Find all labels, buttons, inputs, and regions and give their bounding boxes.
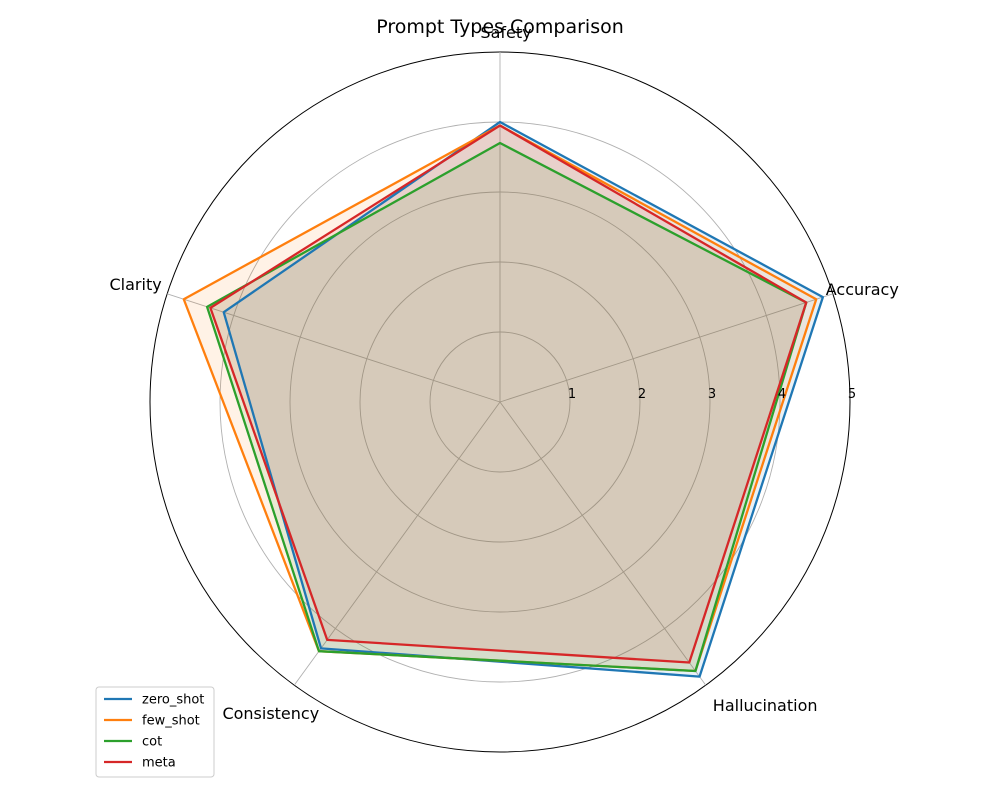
radial-tick-label: 5 [848, 387, 856, 402]
series-area-zero_shot [223, 122, 823, 677]
legend-label-zero_shot: zero_shot [142, 693, 204, 708]
grid-spoke [499, 293, 834, 403]
radial-tick-label: 4 [778, 387, 786, 402]
series-line-few_shot [182, 124, 818, 673]
series-area-meta [210, 125, 807, 663]
grid-spoke [166, 293, 501, 403]
legend-label-cot: cot [142, 735, 162, 750]
series-line-zero_shot [222, 120, 825, 678]
series-area-few_shot [183, 125, 817, 671]
grid-spoke [293, 401, 501, 686]
axis-labels: Accuracy Safety Clarity Consistency Hallucin… [110, 23, 899, 723]
radial-tick-label: 2 [638, 387, 646, 402]
legend-label-meta: meta [142, 756, 176, 771]
radial-tick-label: 1 [568, 387, 576, 402]
series-fills [183, 122, 823, 677]
radar-grid [149, 51, 851, 753]
series-line-cot [205, 141, 808, 673]
radial-tick-labels: 1 2 3 4 5 [568, 387, 856, 402]
axis-label-clarity: Clarity [110, 275, 162, 294]
grid-spoke [499, 401, 707, 686]
axis-label-safety: Safety [480, 23, 531, 42]
series-lines [182, 120, 825, 678]
chart-title: Prompt Types Comparison [376, 16, 624, 38]
radial-tick-label: 3 [708, 387, 716, 402]
axis-label-consistency: Consistency [222, 704, 319, 723]
axis-label-accuracy: Accuracy [826, 280, 899, 299]
axis-label-hallucination: Hallucination [713, 696, 818, 715]
legend-box [95, 686, 215, 778]
series-area-cot [207, 143, 807, 671]
series-line-meta [209, 124, 808, 664]
legend-label-few_shot: few_shot [142, 714, 200, 729]
